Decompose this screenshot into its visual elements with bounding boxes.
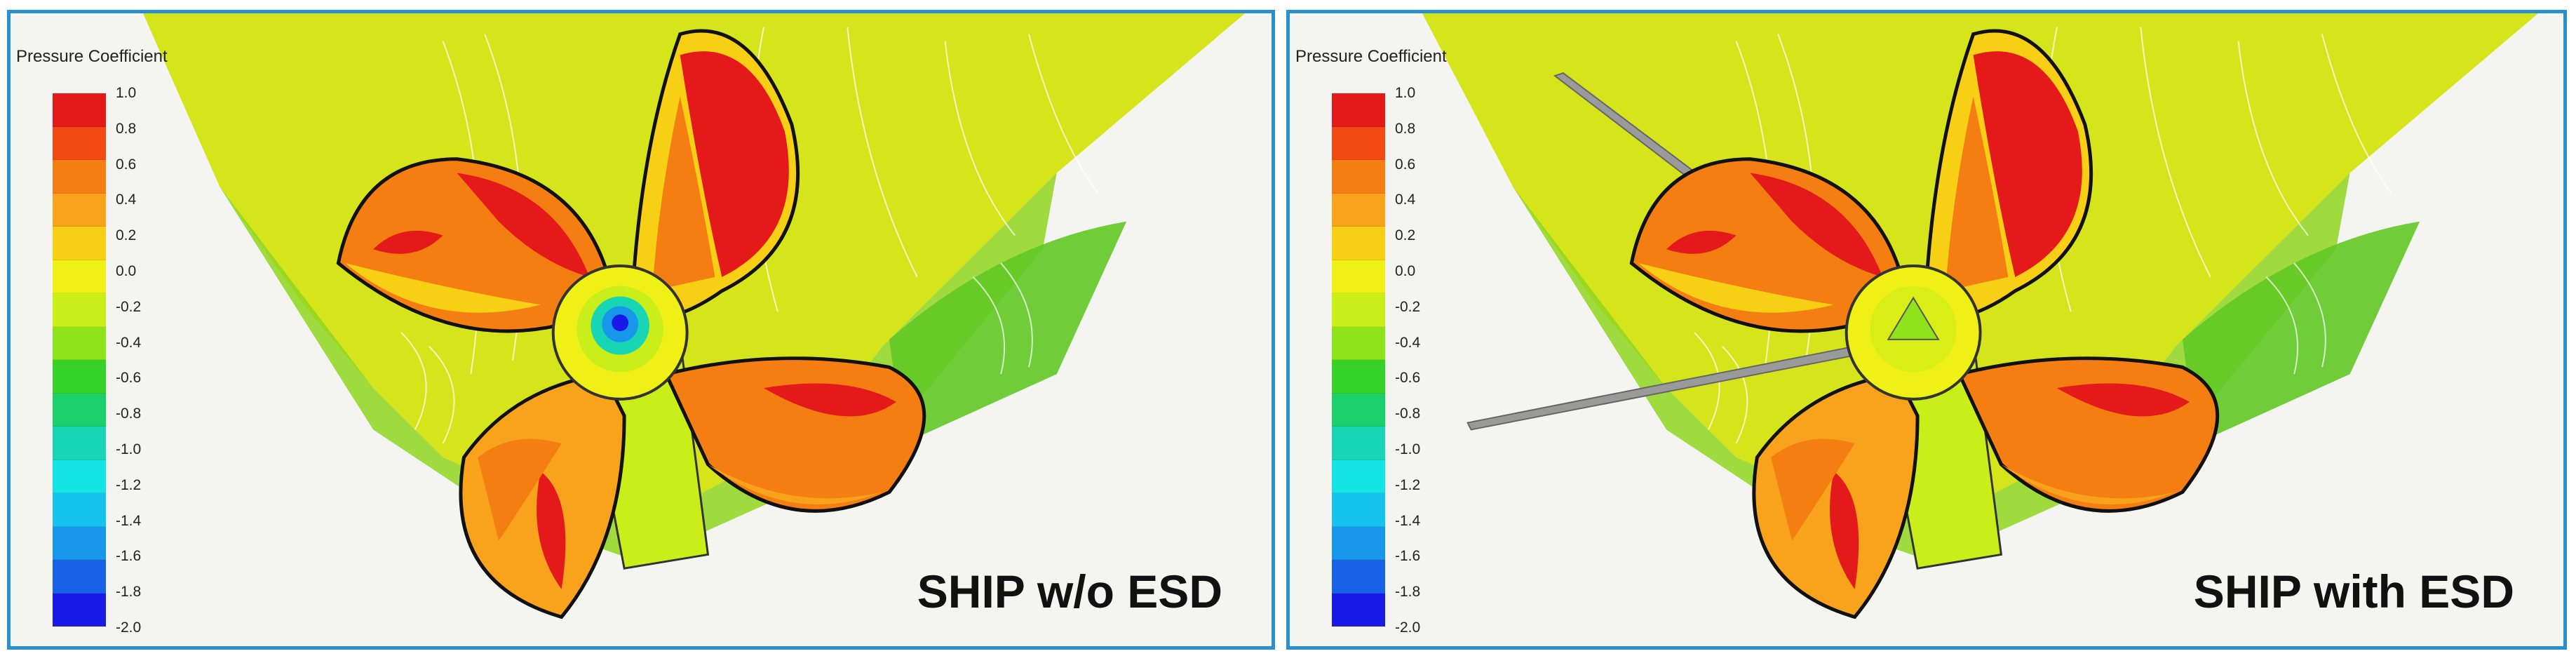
propeller-blade-top: [629, 29, 800, 322]
legend-swatch: [53, 560, 106, 594]
legend-swatch: [53, 593, 106, 627]
legend-swatch: [1332, 560, 1385, 594]
legend-tick-label: 0.2: [116, 227, 137, 244]
legend-tick-label: -0.4: [1395, 334, 1421, 351]
legend-tick-label: -1.6: [116, 548, 142, 565]
legend-tick-label: -0.4: [116, 334, 142, 351]
legend-swatch: [1332, 160, 1385, 194]
legend-tick-label: -1.6: [1395, 548, 1421, 565]
legend-tick-label: -0.6: [1395, 370, 1421, 387]
legend-tick-labels: 1.0 0.8 0.6 0.4 0.2 0.0 -0.2 -0.4 -0.6 -0.8 -1.0 -1…: [116, 83, 165, 638]
legend-swatch: [1332, 260, 1385, 293]
legend-tick-label: -1.0: [116, 441, 142, 457]
propeller-blade-right: [1957, 356, 2220, 513]
legend-tick-label: 1.0: [116, 85, 137, 101]
legend-tick-label: 0.0: [1395, 262, 1416, 279]
legend-tick-label: -2.0: [1395, 619, 1421, 636]
legend-tick-label: -1.4: [116, 512, 142, 529]
panel-caption: SHIP with ESD: [2193, 565, 2514, 617]
propeller-blade-left: [1629, 157, 1906, 333]
legend-tick-label: -2.0: [116, 619, 142, 636]
panel-with-esd: Pressure Coefficient 1.0 0.8 0.6 0.4 0.2 0.0 -…: [1286, 10, 2567, 650]
legend-tick-label: -1.2: [116, 476, 142, 493]
legend-tick-label: -1.8: [1395, 584, 1421, 601]
legend-swatch: [1332, 293, 1385, 327]
legend-tick-label: 0.8: [116, 120, 137, 137]
legend-swatch: [53, 460, 106, 493]
legend-tick-label: -1.8: [116, 584, 142, 601]
legend-title: Pressure Coefficient: [1295, 47, 1447, 66]
legend-swatch: [53, 493, 106, 527]
legend-swatch: [53, 227, 106, 260]
propeller-blade-bottom: [459, 372, 626, 619]
legend-tick-label: -1.4: [1395, 512, 1421, 529]
propeller-hub: [551, 264, 689, 401]
legend-title: Pressure Coefficient: [16, 47, 168, 66]
color-legend-bar: [1332, 93, 1385, 627]
legend-swatch: [53, 126, 106, 160]
propeller-blade-right: [663, 356, 926, 513]
legend-tick-label: -0.8: [116, 406, 142, 422]
legend-swatch: [53, 93, 106, 127]
legend-tick-label: -0.2: [116, 298, 142, 315]
legend-swatch: [53, 160, 106, 194]
propeller-hub: [1845, 264, 1982, 401]
propeller-blade-left: [336, 157, 612, 333]
legend-swatch: [53, 393, 106, 427]
legend-swatch: [1332, 593, 1385, 627]
legend-swatch: [1332, 193, 1385, 227]
legend-tick-label: 0.4: [1395, 192, 1416, 208]
legend-swatch: [53, 260, 106, 293]
legend-swatch: [53, 326, 106, 360]
legend-swatch: [1332, 427, 1385, 460]
legend-swatch: [1332, 93, 1385, 127]
legend-swatch: [53, 360, 106, 394]
legend-tick-label: -1.2: [1395, 476, 1421, 493]
legend-tick-label: 0.0: [116, 262, 137, 279]
panel-without-esd: Pressure Coefficient 1.0 0.8 0.6 0.4 0.2 0.0 -…: [7, 10, 1275, 650]
panel-caption: SHIP w/o ESD: [917, 565, 1222, 617]
legend-tick-label: 0.4: [116, 192, 137, 208]
legend-tick-label: 0.8: [1395, 120, 1416, 137]
legend-tick-label: 0.6: [116, 156, 137, 173]
propeller-blade-top: [1922, 29, 2093, 322]
legend-swatch: [1332, 393, 1385, 427]
propeller-blade-bottom: [1752, 372, 1920, 619]
propeller-scene-with-esd: [1290, 13, 2563, 646]
legend-swatch: [53, 526, 106, 560]
legend-tick-label: -0.8: [1395, 406, 1421, 422]
legend-tick-labels: 1.0 0.8 0.6 0.4 0.2 0.0 -0.2 -0.4 -0.6 -0.8 -1.0 -1…: [1395, 83, 1444, 638]
legend-swatch: [1332, 326, 1385, 360]
legend-swatch: [53, 293, 106, 327]
legend-swatch: [1332, 526, 1385, 560]
legend-tick-label: -0.2: [1395, 298, 1421, 315]
legend-swatch: [1332, 126, 1385, 160]
legend-tick-label: 1.0: [1395, 85, 1416, 101]
legend-tick-label: 0.2: [1395, 227, 1416, 244]
legend-tick-label: 0.6: [1395, 156, 1416, 173]
legend-swatch: [1332, 460, 1385, 493]
legend-tick-label: -0.6: [116, 370, 142, 387]
color-legend-bar: [53, 93, 106, 627]
legend-tick-label: -1.0: [1395, 441, 1421, 457]
legend-swatch: [53, 193, 106, 227]
legend-swatch: [1332, 227, 1385, 260]
legend-swatch: [1332, 360, 1385, 394]
propeller-scene-without-esd: [11, 13, 1272, 646]
legend-swatch: [53, 427, 106, 460]
legend-swatch: [1332, 493, 1385, 527]
